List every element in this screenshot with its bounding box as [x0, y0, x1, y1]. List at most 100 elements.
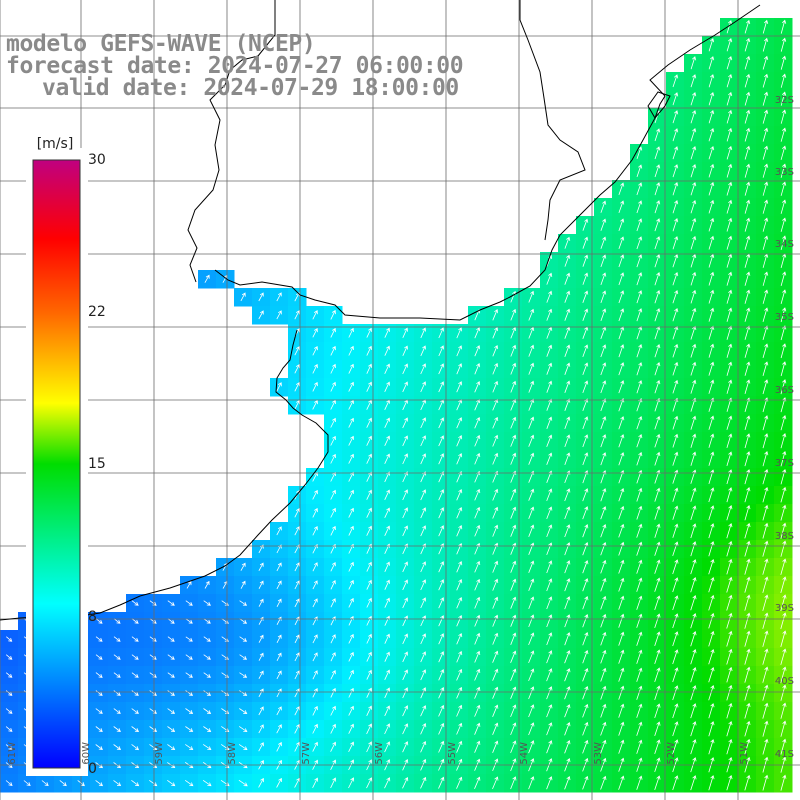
- wind-arrow: [654, 739, 661, 755]
- wind-arrow: [438, 668, 445, 681]
- wind-arrow: [384, 777, 391, 789]
- wind-arrow: [762, 666, 769, 683]
- wind-arrow: [5, 690, 13, 696]
- wind-arrow: [636, 721, 643, 736]
- wind-arrow: [672, 110, 679, 124]
- wind-arrow: [5, 672, 13, 678]
- wind-arrow: [582, 416, 589, 430]
- wind-arrow: [492, 776, 499, 790]
- wind-arrow: [600, 595, 607, 610]
- wind-arrow: [726, 109, 733, 124]
- wind-arrow: [456, 506, 463, 519]
- wind-arrow: [690, 361, 697, 376]
- wind-arrow: [564, 398, 571, 411]
- wind-arrow: [726, 19, 733, 34]
- wind-arrow: [690, 703, 697, 719]
- wind-arrow: [348, 345, 354, 356]
- wind-arrow: [474, 668, 481, 681]
- wind-arrow: [95, 726, 103, 732]
- wind-arrow: [582, 703, 589, 718]
- wind-arrow: [546, 542, 553, 556]
- wind-arrow: [780, 199, 787, 214]
- wind-arrow: [582, 578, 589, 592]
- wind-arrow: [456, 686, 463, 699]
- wind-arrow: [258, 616, 264, 625]
- wind-arrow: [636, 523, 643, 538]
- wind-arrow: [762, 522, 769, 539]
- wind-arrow: [492, 560, 499, 573]
- wind-arrow: [726, 271, 733, 286]
- forecast-date-title: forecast date: 2024-07-27 06:00:00: [6, 53, 464, 79]
- wind-arrow: [582, 434, 589, 448]
- wind-arrow: [708, 558, 715, 575]
- wind-arrow: [276, 526, 282, 536]
- wind-arrow: [546, 776, 553, 790]
- wind-arrow: [744, 487, 751, 503]
- wind-arrow: [672, 200, 679, 214]
- colorbar-gradient: [32, 159, 81, 769]
- wind-arrow: [726, 55, 733, 70]
- wind-arrow: [690, 128, 697, 142]
- wind-arrow: [672, 721, 679, 737]
- wind-arrow: [366, 741, 373, 753]
- wind-arrow: [618, 559, 625, 574]
- wind-arrow: [456, 704, 463, 717]
- wind-arrow: [312, 489, 318, 500]
- wind-arrow: [744, 325, 751, 340]
- wind-arrow: [654, 236, 661, 250]
- wind-arrow: [780, 325, 787, 341]
- wind-arrow: [510, 344, 517, 357]
- wind-arrow: [6, 636, 13, 642]
- wind-arrow: [690, 110, 697, 124]
- wind-arrow: [600, 362, 607, 376]
- wind-arrow: [690, 92, 697, 106]
- wind-arrow: [348, 777, 355, 789]
- wind-arrow: [474, 380, 481, 393]
- wind-arrow: [744, 774, 751, 791]
- wind-arrow: [780, 379, 787, 395]
- wind-arrow: [744, 433, 751, 449]
- wind-arrow: [438, 453, 445, 465]
- wind-arrow: [690, 56, 697, 70]
- wind-arrow: [276, 310, 282, 320]
- wind-arrow: [564, 524, 571, 538]
- wind-arrow: [780, 666, 787, 683]
- longitude-label: 57W: [301, 742, 312, 765]
- wind-arrow: [294, 562, 300, 572]
- wind-arrow: [203, 654, 211, 660]
- wind-arrow: [420, 417, 427, 429]
- wind-arrow: [600, 667, 607, 682]
- wind-arrow: [708, 433, 715, 448]
- latitude-label: 32S: [774, 95, 794, 106]
- wind-arrow: [636, 703, 643, 718]
- wind-arrow: [600, 398, 607, 412]
- wind-arrow: [167, 618, 175, 624]
- wind-arrow: [238, 744, 248, 751]
- wind-arrow: [420, 669, 427, 681]
- wind-arrow: [330, 381, 336, 392]
- wind-arrow: [690, 74, 697, 88]
- wind-arrow: [276, 724, 282, 734]
- wind-arrow: [438, 597, 445, 609]
- wind-arrow: [238, 726, 248, 733]
- wind-arrow: [492, 308, 499, 321]
- wind-arrow: [672, 631, 679, 647]
- wind-arrow: [654, 254, 661, 268]
- wind-arrow: [762, 145, 769, 160]
- wind-arrow: [726, 487, 733, 503]
- wind-arrow: [762, 648, 769, 665]
- wind-arrow: [618, 775, 625, 790]
- wind-arrow: [654, 361, 661, 376]
- wind-arrow: [762, 289, 769, 304]
- wind-arrow: [690, 307, 697, 322]
- wind-arrow: [690, 649, 697, 665]
- wind-arrow: [492, 416, 499, 429]
- wind-arrow: [600, 218, 607, 231]
- wind-arrow: [366, 489, 372, 500]
- model-title: modelo GEFS-WAVE (NCEP): [6, 31, 316, 57]
- wind-arrow: [474, 740, 481, 753]
- wind-arrow: [456, 722, 463, 735]
- wind-arrow: [654, 721, 661, 737]
- wind-arrow: [402, 723, 409, 735]
- wind-arrow: [762, 720, 769, 737]
